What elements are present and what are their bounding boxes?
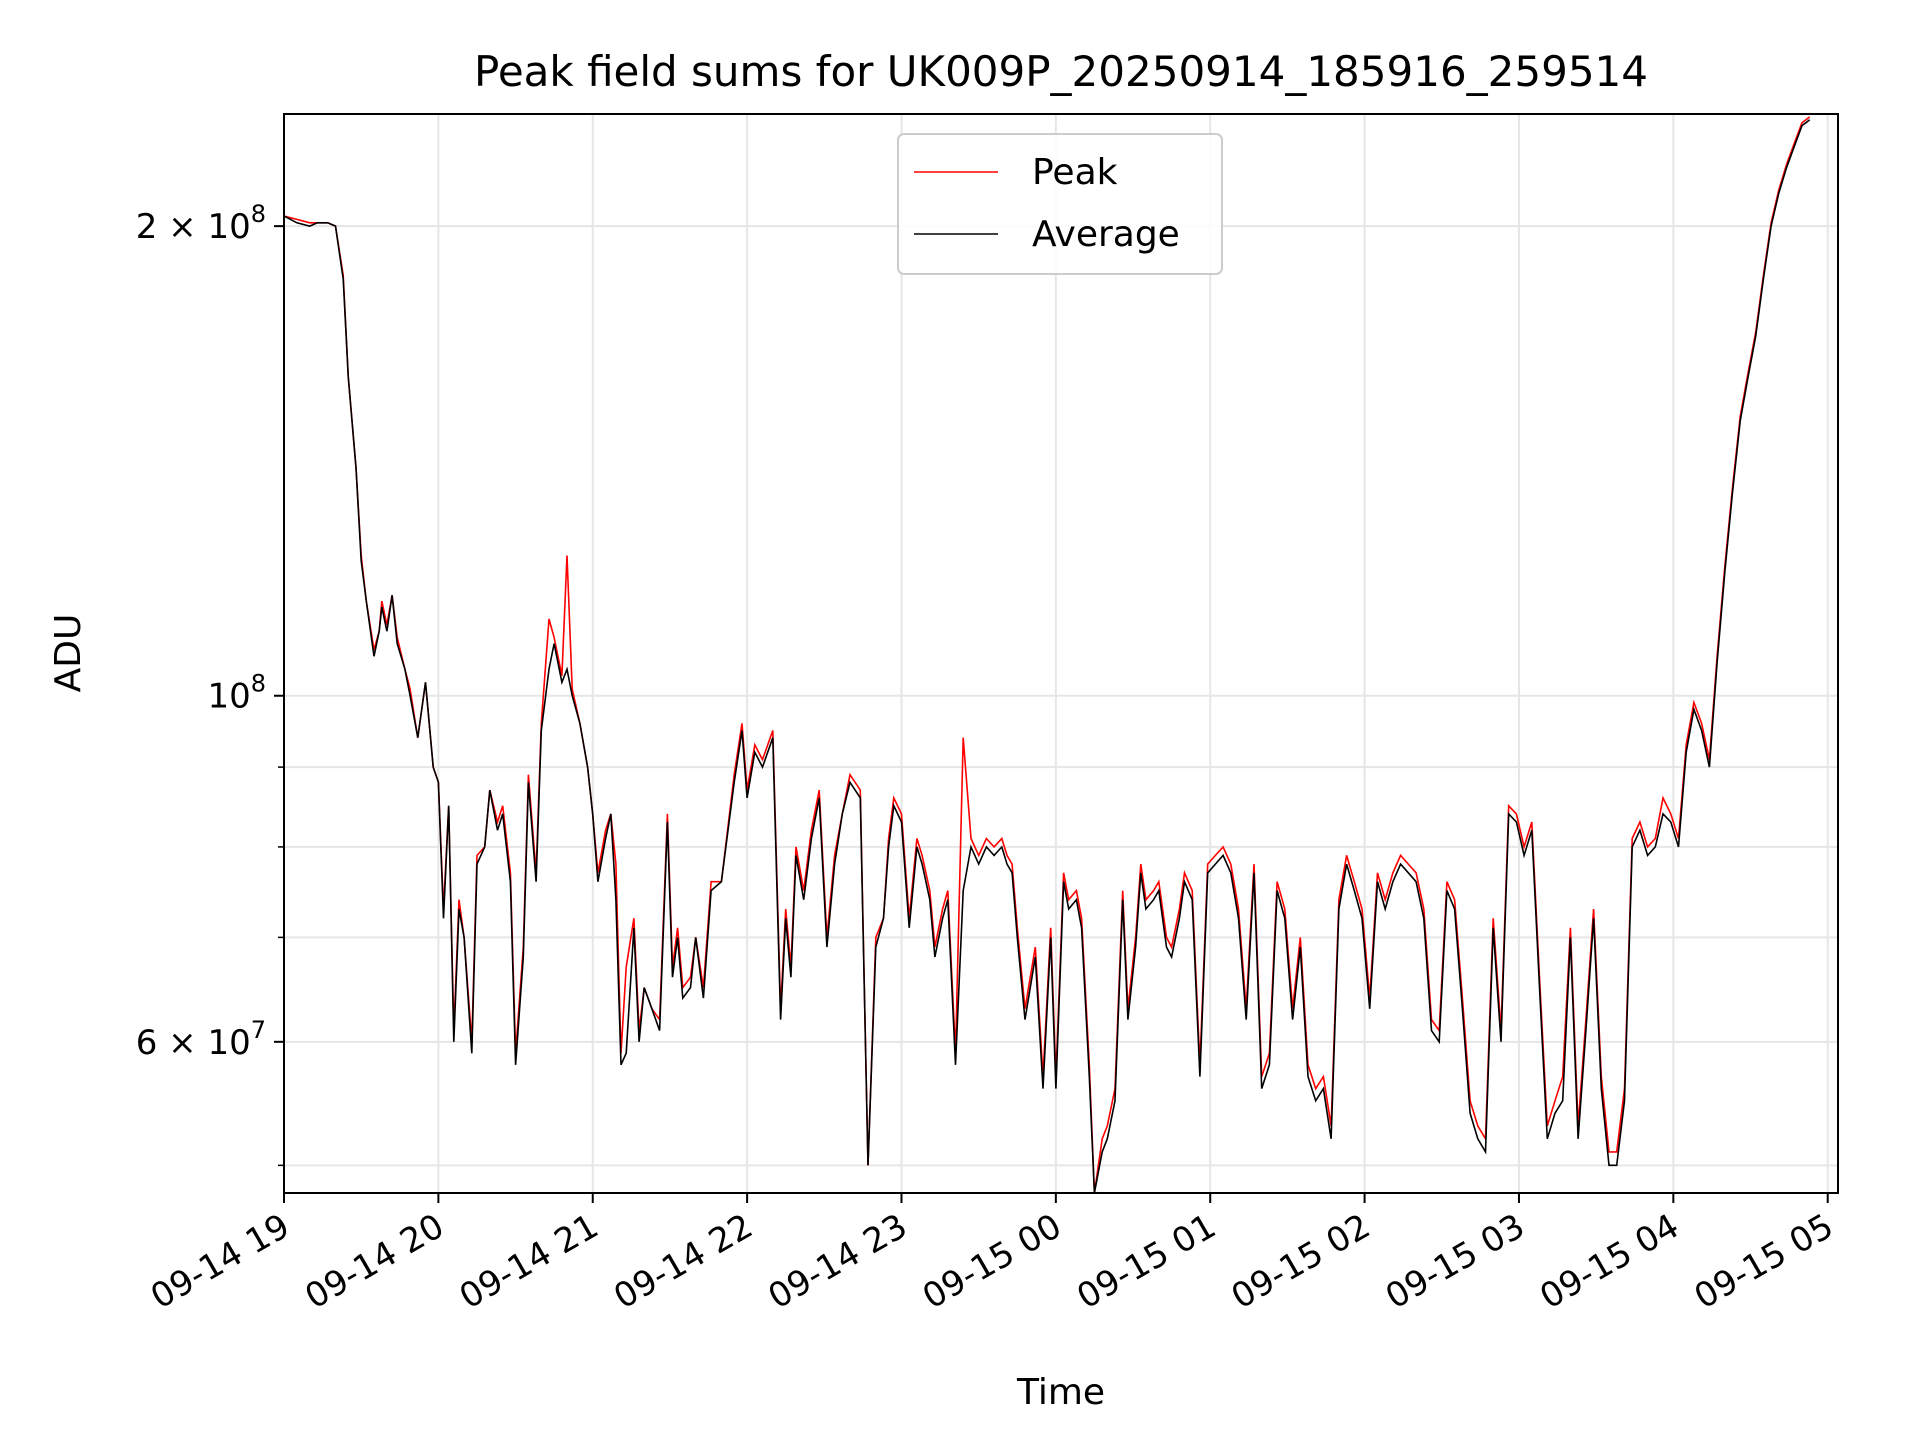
legend: Peak Average — [897, 133, 1223, 275]
y-tick-label: 2 × 108 — [136, 200, 266, 247]
x-axis-label: Time — [1016, 1372, 1105, 1413]
y-tick-label: 108 — [207, 670, 266, 717]
plot-frame — [283, 113, 1839, 1194]
y-tick-label: 6 × 107 — [136, 1016, 266, 1063]
y-axis: 2 × 108 108 6 × 107 — [136, 200, 284, 1167]
legend-box — [897, 133, 1223, 275]
legend-peak-label: Peak — [1032, 152, 1118, 193]
legend-average-label: Average — [1032, 214, 1180, 255]
y-axis-label: ADU — [48, 614, 89, 693]
series-average-line — [284, 119, 1811, 1193]
chart-title: Peak field sums for UK009P_20250914_1859… — [474, 47, 1648, 96]
series-layer — [284, 116, 1811, 1193]
